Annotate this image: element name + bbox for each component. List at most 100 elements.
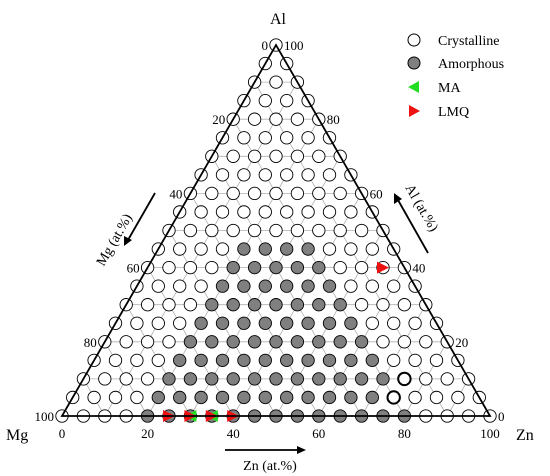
mg-axis-arrow [127,192,156,241]
amorphous-point [226,298,240,312]
amorphous-point [247,298,262,312]
triangle-frame [60,43,492,417]
amorphous-point [205,298,219,312]
amorphous-point [215,279,230,293]
amorphous-point [280,279,294,293]
crystalline-point [247,186,262,201]
amorphous-point [183,335,198,349]
crystalline-point [387,353,401,367]
mg-arrowhead [124,236,132,246]
amorphous-point [301,279,315,293]
crystalline-point [344,242,358,256]
amorphous-point [194,390,208,405]
zn-tick-label: 40 [227,426,240,441]
crystalline-point [205,186,219,201]
crystalline-point [173,316,187,330]
amorphous-point [205,335,219,349]
amorphous-point [205,372,219,386]
corner-label-right: Zn [516,427,534,444]
zn-tick-label: 60 [312,426,325,441]
crystalline-point [344,279,358,293]
crystalline-point [119,372,133,386]
crystalline-point [258,205,272,219]
amorphous-point [354,335,369,349]
crystalline-point [215,242,230,256]
amorphous-point [333,335,347,349]
crystalline-point [226,149,240,163]
amorphous-point [280,390,294,405]
crystalline-point [151,316,165,330]
crystalline-point [130,316,144,330]
crystalline-point [365,242,379,256]
highlighted-crystalline-point [386,390,401,405]
legend-lmq-marker [409,105,420,117]
amorphous-point [226,260,240,275]
mg-tick-label: 80 [84,335,97,350]
crystalline-point [269,75,283,89]
amorphous-point [151,390,165,405]
crystalline-point [397,335,412,349]
crystalline-point [140,335,155,349]
crystalline-point [151,279,165,293]
zn-tick-label: 100 [480,426,500,441]
al-tick-label: 40 [412,261,425,276]
zn-tick-label: 80 [398,426,411,441]
amorphous-point [215,353,230,367]
crystalline-point [269,112,283,126]
triangle-outline [60,43,492,417]
crystalline-point [301,131,315,145]
crystalline-point [429,390,444,405]
crystalline-point [130,390,144,405]
amorphous-point [301,316,315,330]
crystalline-point [247,223,262,238]
amorphous-point [194,316,208,330]
zn-tick-label: 0 [59,426,66,441]
amorphous-point [322,279,337,293]
legend-crystalline-label: Crystalline [438,34,499,49]
amorphous-point [237,279,251,293]
crystalline-point [183,260,198,275]
amorphous-point [290,372,305,386]
crystalline-point [397,298,412,312]
crystalline-point [429,353,444,367]
corner-label-top: Al [270,11,287,28]
amorphous-point [237,353,251,367]
al-tick-label: 80 [327,112,340,127]
amorphous-point [322,353,337,367]
lmq-point [377,261,389,274]
crystalline-point [215,168,230,182]
amorphous-point [215,316,230,330]
crystalline-point [237,168,251,182]
amorphous-point [301,390,315,405]
amorphous-point [290,298,305,312]
crystalline-point [344,205,358,219]
amorphous-point [269,335,283,349]
crystalline-point [205,260,219,275]
crystalline-point [226,223,240,238]
crystalline-point [119,335,133,349]
amorphous-point [258,353,272,367]
crystalline-point [387,316,401,330]
crystalline-point [419,372,433,386]
crystalline-point [98,372,112,386]
crystalline-point [108,390,123,405]
crystalline-point [440,372,454,386]
al-tick-label: 20 [455,335,468,350]
crystalline-point [312,186,326,201]
amorphous-point [280,353,294,367]
amorphous-point [173,390,187,405]
amorphous-point [162,372,176,386]
mg-tick-label: 20 [212,112,225,127]
crystalline-point [258,94,272,108]
crystalline-point [408,353,422,367]
crystalline-point [162,260,176,275]
al-tick-label: 60 [370,186,383,201]
legend-ma-marker [408,81,419,93]
amorphous-point [226,372,240,386]
amorphous-point [269,298,283,312]
mg-tick-label: 0 [262,38,269,53]
crystalline-point [258,131,272,145]
crystalline-point [269,186,283,201]
crystalline-point [365,316,379,330]
